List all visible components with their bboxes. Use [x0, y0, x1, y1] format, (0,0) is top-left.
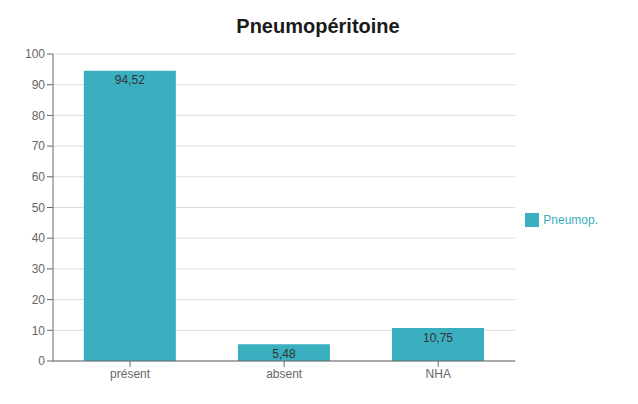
svg-text:10,75: 10,75 [423, 331, 453, 345]
svg-text:présent: présent [110, 367, 151, 381]
svg-text:60: 60 [32, 170, 46, 184]
html-text:Pneumopéritoine: Pneumopéritoine [236, 15, 400, 37]
svg-text:30: 30 [32, 262, 46, 276]
svg-text:10: 10 [32, 324, 46, 338]
svg-text:0: 0 [38, 354, 45, 368]
svg-text:70: 70 [32, 139, 46, 153]
svg-text:5,48: 5,48 [272, 347, 296, 361]
svg-text:80: 80 [32, 109, 46, 123]
svg-text:94,52: 94,52 [115, 73, 145, 87]
svg-text:90: 90 [32, 78, 46, 92]
svg-text:20: 20 [32, 293, 46, 307]
svg-text:absent: absent [266, 367, 303, 381]
svg-text:NHA: NHA [426, 367, 451, 381]
html-text:Pneumop.: Pneumop. [543, 212, 598, 227]
svg-text:100: 100 [25, 47, 45, 61]
svg-text:40: 40 [32, 231, 46, 245]
svg-text:50: 50 [32, 201, 46, 215]
